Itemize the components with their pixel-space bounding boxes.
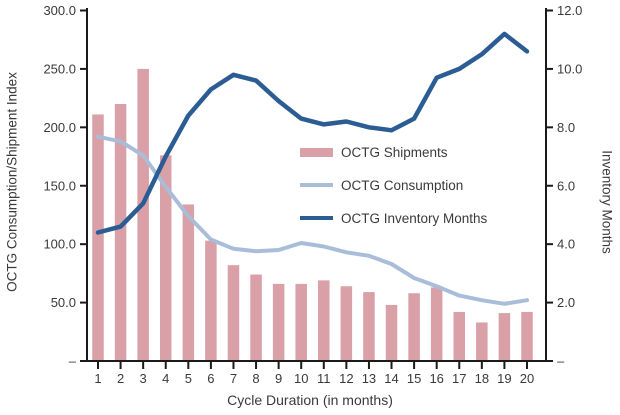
- legend-item-inventory: OCTG Inventory Months: [300, 210, 488, 226]
- legend-label-consumption: OCTG Consumption: [341, 177, 464, 193]
- consumption-swatch-icon: [300, 183, 333, 187]
- svg-text:–: –: [557, 354, 565, 369]
- svg-text:4.0: 4.0: [557, 237, 575, 252]
- svg-text:1: 1: [94, 371, 101, 386]
- legend-label-shipments: OCTG Shipments: [341, 144, 448, 160]
- svg-text:7: 7: [230, 371, 237, 386]
- svg-text:–: –: [69, 354, 77, 369]
- x-axis-title: Cycle Duration (in months): [227, 392, 393, 408]
- consumption-line: [96, 134, 529, 306]
- inventory-swatch-icon: [300, 216, 333, 220]
- inventory-line: [95, 31, 530, 235]
- legend-item-consumption: OCTG Consumption: [300, 177, 487, 193]
- svg-text:100.0: 100.0: [43, 237, 76, 252]
- svg-text:3: 3: [140, 371, 147, 386]
- svg-text:9: 9: [275, 371, 282, 386]
- svg-text:150.0: 150.0: [43, 178, 76, 193]
- svg-text:12: 12: [339, 371, 353, 386]
- svg-text:4: 4: [162, 371, 169, 386]
- svg-text:250.0: 250.0: [43, 61, 76, 76]
- svg-text:15: 15: [407, 371, 421, 386]
- svg-text:17: 17: [452, 371, 466, 386]
- svg-text:20: 20: [520, 371, 534, 386]
- svg-text:8.0: 8.0: [557, 120, 575, 135]
- legend-item-shipments: OCTG Shipments: [300, 144, 487, 160]
- svg-text:13: 13: [362, 371, 376, 386]
- shipments-bars: [92, 68, 533, 363]
- legend: OCTG Shipments OCTG Consumption OCTG Inv…: [300, 145, 487, 244]
- svg-text:200.0: 200.0: [43, 120, 76, 135]
- svg-text:16: 16: [429, 371, 443, 386]
- legend-label-inventory: OCTG Inventory Months: [341, 210, 488, 226]
- svg-text:6: 6: [207, 371, 214, 386]
- svg-text:11: 11: [317, 371, 331, 386]
- svg-text:2.0: 2.0: [557, 295, 575, 310]
- svg-text:2: 2: [117, 371, 124, 386]
- svg-text:300.0: 300.0: [43, 3, 76, 18]
- svg-text:50.0: 50.0: [51, 295, 76, 310]
- svg-text:10: 10: [294, 371, 308, 386]
- axes: [80, 8, 553, 369]
- svg-text:14: 14: [384, 371, 398, 386]
- svg-text:10.0: 10.0: [557, 61, 582, 76]
- svg-text:6.0: 6.0: [557, 178, 575, 193]
- svg-text:18: 18: [475, 371, 489, 386]
- axis-tick-labels: – 50.0 100.0 150.0 200.0 250.0 300.0 – 2.0 4.0 6.0…: [43, 3, 582, 386]
- svg-text:8: 8: [252, 371, 259, 386]
- svg-text:19: 19: [497, 371, 511, 386]
- svg-text:12.0: 12.0: [557, 3, 582, 18]
- svg-text:5: 5: [185, 371, 192, 386]
- shipments-swatch-icon: [300, 147, 333, 157]
